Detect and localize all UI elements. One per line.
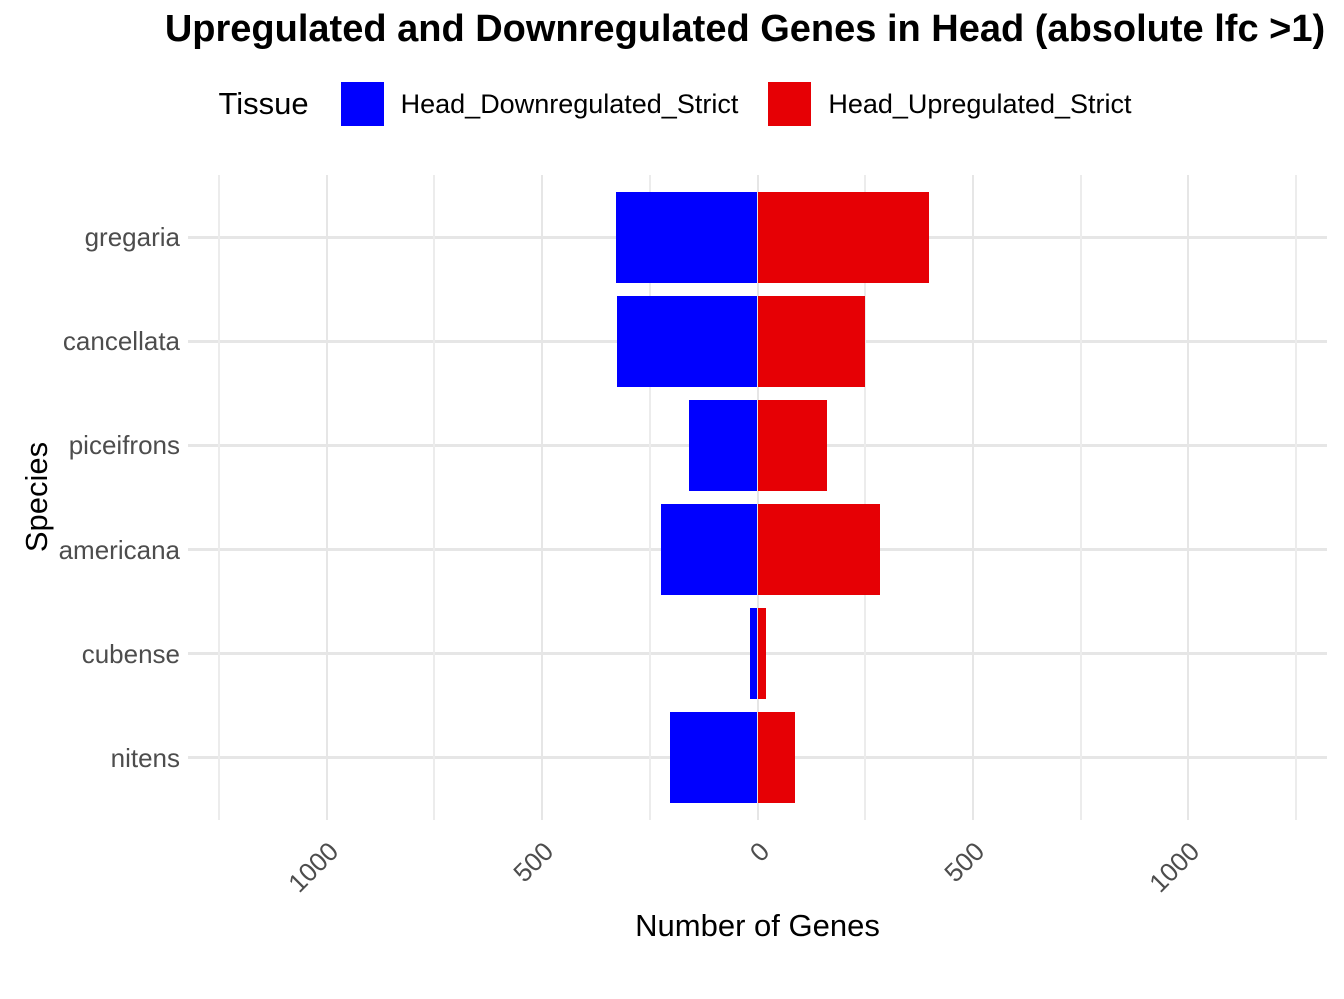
bar-Head_Downregulated_Strict-gregaria: [616, 191, 758, 283]
bar-Head_Downregulated_Strict-nitens: [669, 712, 758, 804]
bar-Head_Upregulated_Strict-cubense: [757, 608, 767, 700]
legend-swatch-icon: [340, 82, 384, 126]
bar-Head_Downregulated_Strict-piceifrons: [689, 399, 758, 491]
x-axis-title: Number of Genes: [635, 908, 880, 943]
bar-Head_Upregulated_Strict-gregaria: [757, 191, 930, 283]
legend-item-1: Head_Upregulated_Strict: [768, 82, 1132, 126]
bar-Head_Upregulated_Strict-americana: [757, 504, 880, 596]
legend-title: Tissue: [218, 86, 309, 121]
chart-figure: Upregulated and Downregulated Genes in H…: [19, 8, 1327, 943]
gridline-vertical-minor: [433, 175, 436, 820]
bar-Head_Upregulated_Strict-cancellata: [757, 295, 866, 387]
y-axis-title: Species: [19, 441, 54, 553]
bar-Head_Downregulated_Strict-cubense: [750, 608, 758, 700]
gridline-vertical-major: [1187, 175, 1190, 820]
plot-panel: [188, 175, 1327, 820]
y-tick-label-cubense: cubense: [81, 638, 180, 669]
chart-title: Upregulated and Downregulated Genes in H…: [164, 8, 1326, 50]
gridline-vertical-major: [971, 175, 974, 820]
gridline-vertical-minor: [864, 175, 867, 820]
gridline-vertical-minor: [218, 175, 221, 820]
legend: Tissue Head_Downregulated_Strict Head_Upr…: [110, 76, 1240, 132]
bar-Head_Upregulated_Strict-nitens: [757, 712, 796, 804]
gridline-vertical-minor: [1294, 175, 1297, 820]
y-tick-label-gregaria: gregaria: [84, 222, 180, 253]
legend-item-label: Head_Upregulated_Strict: [828, 88, 1132, 119]
y-tick-label-cancellata: cancellata: [62, 326, 180, 357]
y-tick-label-nitens: nitens: [110, 742, 180, 773]
gridline-vertical-minor: [648, 175, 651, 820]
y-tick-label-piceifrons: piceifrons: [68, 430, 180, 461]
bar-Head_Downregulated_Strict-cancellata: [617, 295, 758, 387]
bar-Head_Upregulated_Strict-piceifrons: [757, 399, 827, 491]
legend-item-label: Head_Downregulated_Strict: [400, 88, 739, 119]
gridline-vertical-major: [541, 175, 544, 820]
gridline-vertical-major: [325, 175, 328, 820]
legend-swatch-icon: [768, 82, 812, 126]
gridline-vertical-minor: [1079, 175, 1082, 820]
gridline-vertical-major: [756, 175, 759, 820]
legend-item-0: Head_Downregulated_Strict: [340, 82, 739, 126]
y-tick-label-americana: americana: [58, 534, 180, 565]
bar-Head_Downregulated_Strict-americana: [661, 504, 758, 596]
